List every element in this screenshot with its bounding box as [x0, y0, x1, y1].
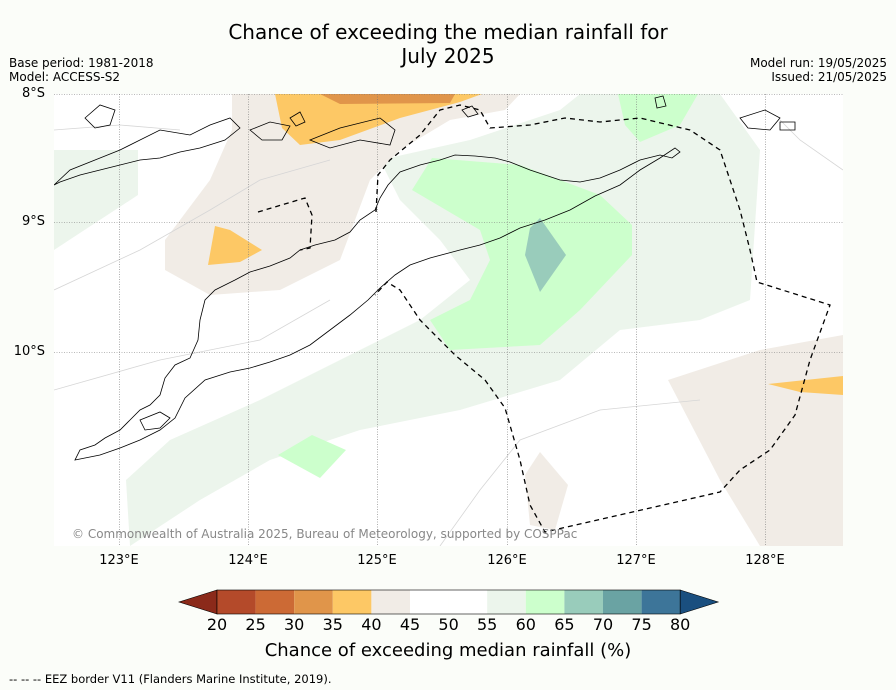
eez-footnote: -- -- -- EEZ border V11 (Flanders Marine…: [9, 672, 332, 686]
base-period: Base period: 1981-2018: [9, 56, 154, 70]
colorbar-tick-label: 45: [399, 615, 421, 634]
contour-line: [779, 119, 843, 171]
lon-label-127e: 127°E: [616, 553, 656, 568]
colorbar-cell: [371, 590, 410, 614]
colorbar-extend-low: [178, 589, 218, 615]
colorbar-tick-label: 70: [592, 615, 614, 634]
lat-label-10s: 10°S: [13, 344, 45, 359]
region-60-65-southwest: [278, 435, 346, 478]
contour-line: [54, 299, 331, 391]
gridlines: [54, 94, 843, 546]
colorbar-tick-label: 35: [322, 615, 343, 634]
region-35-40-east: [768, 376, 843, 395]
lon-label-125e: 125°E: [357, 553, 397, 568]
map-title: Chance of exceeding the median rainfall …: [0, 20, 896, 68]
region-65-70-central: [525, 218, 566, 292]
region-60-65-north: [618, 94, 698, 142]
island-outline: [74, 147, 681, 461]
island-outline: [654, 95, 667, 109]
region-30-35-north: [320, 94, 455, 104]
island-outline: [139, 411, 171, 431]
colorbar-tick-label: 80: [670, 615, 691, 634]
coastlines: [54, 95, 796, 461]
meta-right: Model run: 19/05/2025 Issued: 21/05/2025: [750, 56, 887, 84]
title-line-2: July 2025: [401, 44, 495, 68]
contour-line: [439, 399, 701, 546]
eez-border: [257, 104, 831, 533]
colorbar-cell: [294, 590, 333, 614]
region-40-45-south: [525, 452, 568, 530]
island-outline: [308, 117, 396, 149]
colorbar-cell: [641, 590, 681, 614]
island-outline: [84, 104, 116, 129]
colorbar-cell: [603, 590, 642, 614]
colorbar-cell: [410, 590, 449, 614]
colorbar-cell: [525, 590, 565, 614]
island-outline: [289, 111, 306, 127]
island-outline: [54, 117, 241, 186]
colorbar-cell: [487, 590, 526, 614]
lon-label-126e: 126°E: [487, 553, 527, 568]
region-55-60-west: [54, 150, 138, 250]
colorbar-tick-label: 20: [206, 615, 228, 634]
meta-left: Base period: 1981-2018 Model: ACCESS-S2: [9, 56, 154, 84]
colorbar-cell: [332, 590, 372, 614]
region-35-40-west: [208, 226, 262, 265]
colorbar-tick-label: 65: [554, 615, 575, 634]
issued-date: Issued: 21/05/2025: [771, 70, 887, 84]
lon-label-128e: 128°E: [745, 553, 785, 568]
lon-label-123e: 123°E: [99, 553, 139, 568]
colorbar-tick-label: 30: [284, 615, 305, 634]
colorbar-cells: [178, 589, 720, 615]
title-line-1: Chance of exceeding the median rainfall …: [228, 20, 668, 44]
colorbar-cell: [448, 590, 488, 614]
island-outline: [249, 121, 291, 141]
contour-line: [54, 124, 181, 131]
colorbar-tick-label: 40: [361, 615, 382, 634]
model-name: Model: ACCESS-S2: [9, 70, 121, 84]
colorbar-extend-high: [679, 589, 720, 615]
colorbar-tick-label: 75: [631, 615, 652, 634]
colorbar-tick-label: 55: [477, 615, 498, 634]
lon-label-124e: 124°E: [228, 553, 268, 568]
colorbar-cell: [255, 590, 295, 614]
region-40-45-north: [165, 94, 520, 295]
lat-label-8s: 8°S: [21, 86, 45, 101]
lat-label-9s: 9°S: [21, 214, 45, 229]
colorbar-tick-label: 50: [438, 615, 459, 634]
colorbar-border: [216, 589, 681, 615]
colorbar-tick-label: 60: [515, 615, 536, 634]
model-run: Model run: 19/05/2025: [749, 56, 887, 70]
contour-line: [54, 159, 331, 291]
colorbar-cell: [564, 590, 603, 614]
colorbar-cell: [217, 590, 256, 614]
copyright-notice: © Commonwealth of Australia 2025, Bureau…: [72, 527, 578, 541]
island-outline: [779, 121, 796, 131]
colorbar-tick-label: 25: [245, 615, 266, 634]
colorbar-title: Chance of exceeding median rainfall (%): [264, 640, 632, 661]
region-35-40-north: [275, 94, 482, 145]
island-outline: [739, 109, 781, 131]
